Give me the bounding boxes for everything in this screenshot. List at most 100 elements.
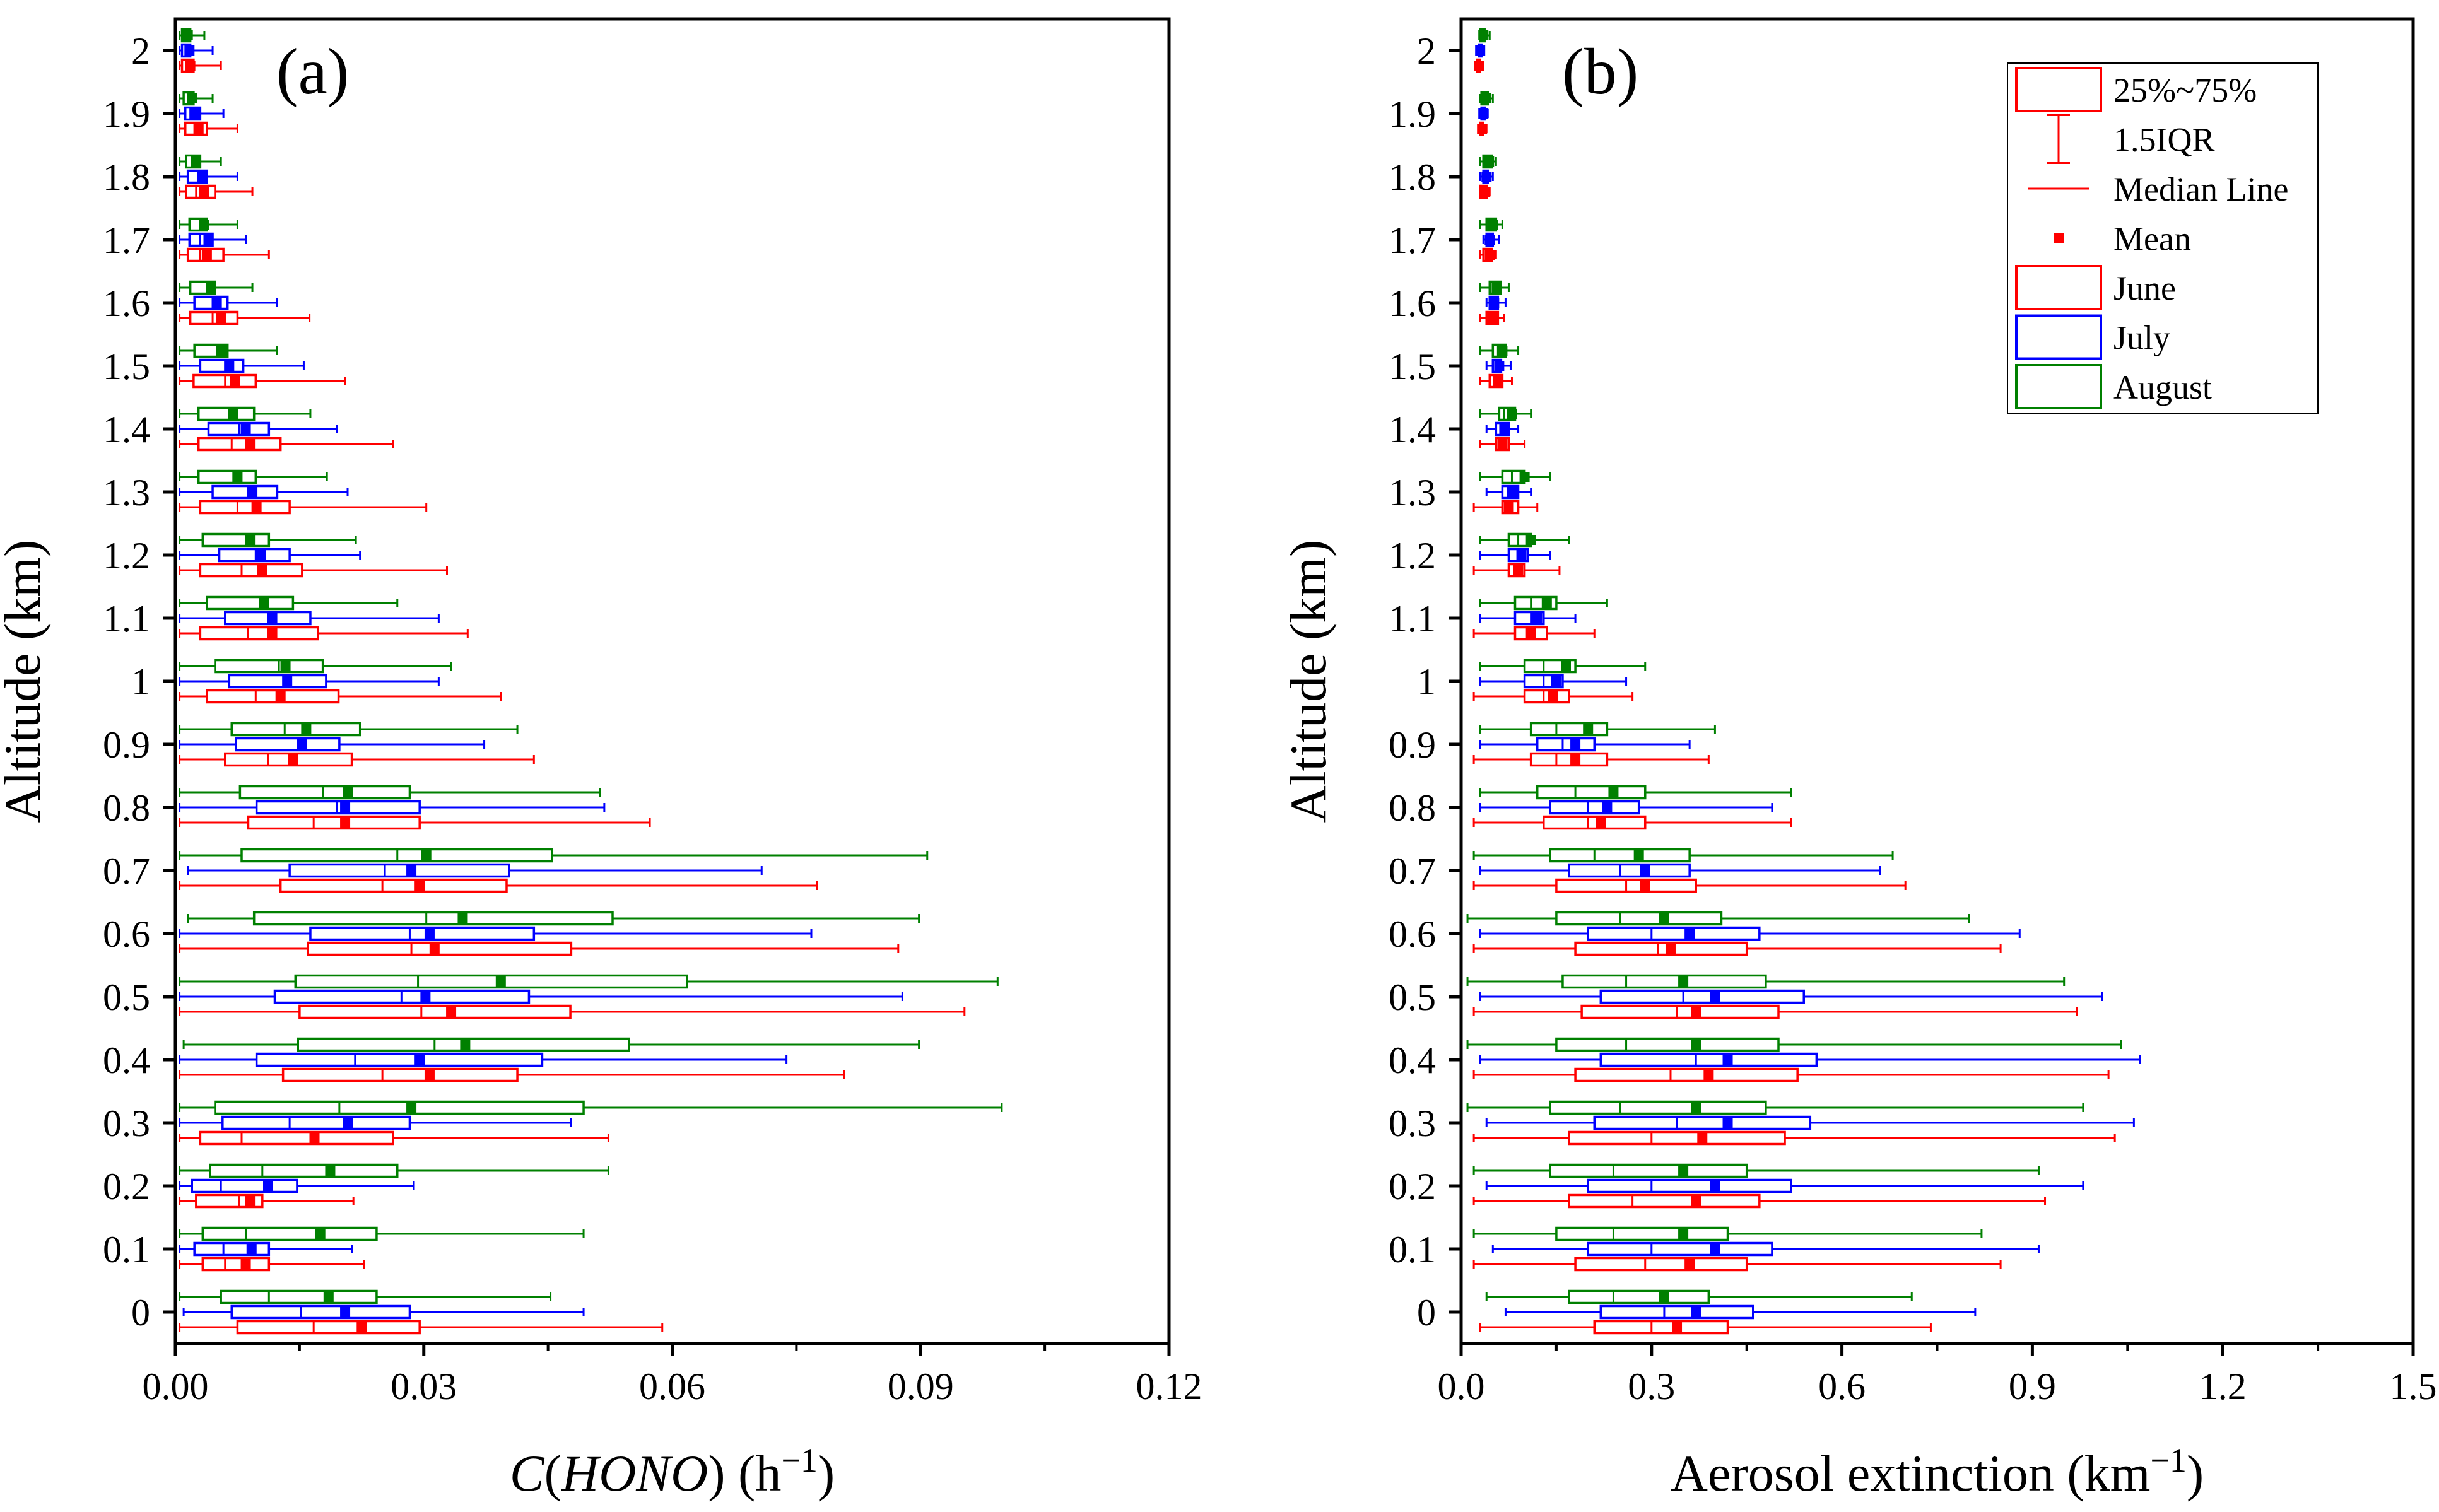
y-tick-label: 0 bbox=[1417, 1292, 1436, 1333]
y-tick-label: 1.6 bbox=[1389, 283, 1436, 324]
series-july bbox=[1475, 43, 2141, 1320]
y-tick-label: 0.2 bbox=[103, 1166, 150, 1207]
iqr-box bbox=[209, 1163, 399, 1178]
iqr-box bbox=[1561, 974, 1767, 989]
mean-marker bbox=[309, 1133, 320, 1143]
mean-marker bbox=[1489, 298, 1500, 308]
mean-marker bbox=[1519, 472, 1530, 482]
iqr-box bbox=[1580, 1004, 1780, 1019]
iqr-box bbox=[252, 911, 614, 926]
legend-box-swatch bbox=[2015, 314, 2102, 360]
iqr-box bbox=[1599, 989, 1805, 1004]
y-axis-label: Altitude (km) bbox=[1279, 540, 1337, 823]
iqr-box bbox=[228, 674, 327, 689]
y-tick-label: 2 bbox=[131, 30, 150, 72]
mean-marker bbox=[232, 472, 243, 482]
mean-marker bbox=[1484, 235, 1495, 245]
mean-marker bbox=[1503, 502, 1514, 512]
mean-marker bbox=[325, 1166, 336, 1176]
iqr-box bbox=[221, 1115, 411, 1130]
mean-marker bbox=[495, 976, 506, 987]
iqr-box bbox=[1549, 1100, 1767, 1115]
x-tick-label: 0.00 bbox=[143, 1366, 209, 1407]
y-tick-label: 2 bbox=[1417, 30, 1436, 72]
mean-marker bbox=[245, 1196, 256, 1206]
mean-marker bbox=[282, 676, 293, 686]
iqr-box bbox=[1574, 941, 1748, 956]
iqr-box bbox=[201, 532, 271, 548]
y-tick-label: 1.7 bbox=[1389, 220, 1436, 261]
mean-marker bbox=[193, 124, 204, 134]
mean-marker bbox=[1665, 944, 1676, 954]
mean-marker bbox=[246, 1244, 257, 1254]
series-august bbox=[1466, 28, 2122, 1304]
iqr-box bbox=[1529, 752, 1609, 767]
x-tick-label: 0.9 bbox=[2009, 1366, 2056, 1407]
iqr-box bbox=[309, 926, 536, 941]
x-axis-label-symbol: C bbox=[510, 1445, 545, 1502]
iqr-box bbox=[294, 974, 688, 989]
panel-a-chart: 0.00 0.03 0.06 0.09 0.12 0 0.1 0.2 0.3 0.4 0.5 0.6 0… bbox=[0, 17, 1202, 1502]
iqr-box bbox=[1536, 785, 1647, 800]
y-tick-label: 0.4 bbox=[1389, 1040, 1436, 1081]
legend-label: Mean bbox=[2113, 220, 2191, 258]
mean-marker bbox=[199, 187, 209, 197]
panel-label: (b) bbox=[1562, 35, 1638, 108]
mean-marker bbox=[424, 929, 435, 939]
mean-marker bbox=[256, 550, 266, 560]
mean-marker bbox=[1722, 1118, 1733, 1128]
mean-marker bbox=[251, 502, 262, 512]
mean-marker bbox=[1691, 1103, 1701, 1113]
mean-marker bbox=[280, 661, 291, 671]
iqr-box bbox=[1599, 1304, 1754, 1320]
mean-marker bbox=[1633, 850, 1644, 860]
mean-marker bbox=[1474, 61, 1484, 71]
iqr-box bbox=[1523, 689, 1570, 704]
mean-marker bbox=[340, 1307, 351, 1317]
x-tick-label: 1.2 bbox=[2199, 1366, 2247, 1407]
panel-b-chart: 0.0 0.3 0.6 0.9 1.2 1.5 0 0.1 0.2 0.3 0.4 0.5 0.6 0.7… bbox=[1279, 17, 2437, 1502]
iqr-box bbox=[218, 548, 291, 563]
iqr-box bbox=[193, 1241, 271, 1257]
mean-marker bbox=[1475, 45, 1486, 56]
iqr-box bbox=[199, 1130, 394, 1146]
iqr-box bbox=[1555, 1037, 1780, 1052]
y-tick-label: 0.2 bbox=[1389, 1166, 1436, 1207]
x-tick-label: 0.09 bbox=[888, 1366, 954, 1407]
mean-marker bbox=[1484, 156, 1495, 167]
y-tick-label: 1.7 bbox=[103, 220, 150, 261]
y-tick-label: 0.5 bbox=[1389, 976, 1436, 1018]
y-tick-label: 1.4 bbox=[1389, 409, 1436, 450]
iqr-box bbox=[1549, 848, 1691, 863]
iqr-box bbox=[1568, 863, 1691, 878]
mean-marker bbox=[1570, 739, 1581, 749]
mean-marker bbox=[1480, 187, 1491, 197]
iqr-box bbox=[201, 1226, 378, 1241]
mean-marker bbox=[1691, 1196, 1701, 1206]
mean-marker bbox=[1497, 346, 1508, 356]
mean-marker bbox=[446, 1007, 457, 1017]
x-tick-label: 0.0 bbox=[1438, 1366, 1485, 1407]
iqr-box bbox=[189, 310, 239, 325]
y-tick-label: 1.5 bbox=[103, 346, 150, 387]
mean-marker bbox=[1608, 787, 1619, 797]
mean-marker bbox=[1507, 409, 1517, 419]
mean-marker bbox=[421, 850, 432, 860]
y-tick-label: 1 bbox=[131, 661, 150, 703]
mean-marker bbox=[201, 250, 212, 260]
mean-marker bbox=[343, 787, 353, 797]
iqr-box bbox=[1593, 1115, 1812, 1130]
mean-marker bbox=[216, 313, 226, 323]
y-tick-label: 1.1 bbox=[103, 598, 150, 640]
mean-marker bbox=[1672, 1322, 1683, 1332]
iqr-box bbox=[1574, 1257, 1748, 1272]
mean-marker bbox=[315, 1229, 326, 1239]
x-axis-label-part: ( bbox=[544, 1445, 561, 1502]
mean-marker bbox=[1703, 1070, 1714, 1080]
iqr-box bbox=[255, 1052, 544, 1067]
iqr-box bbox=[1549, 800, 1640, 815]
legend: 25%~75% 1.5IQR Median Line Mean June July Augu… bbox=[2007, 62, 2319, 414]
mean-marker bbox=[301, 724, 312, 734]
x-tick-label: 0.12 bbox=[1136, 1366, 1202, 1407]
